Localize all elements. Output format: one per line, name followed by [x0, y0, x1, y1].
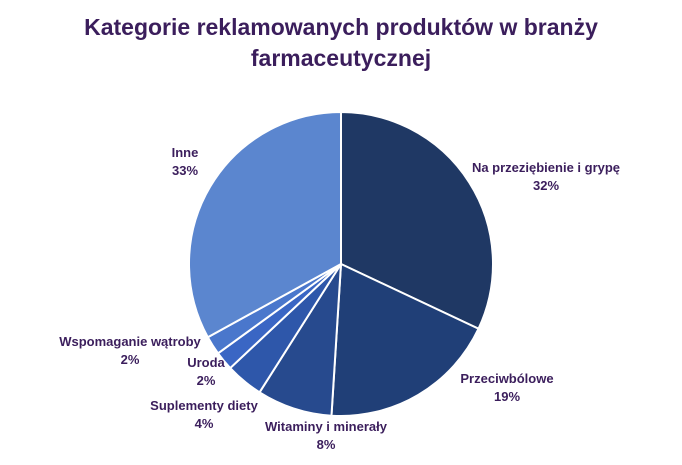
slice-value-przeciwbolowe: 19%	[494, 389, 520, 404]
pie-slice-inne	[188, 110, 342, 339]
pie-slice-na-przeziebienie-i-grype	[340, 110, 494, 331]
slice-label-uroda: Uroda	[187, 355, 225, 370]
slice-label-na-przeziebienie-i-grype: Na przeziębienie i grypę	[472, 160, 620, 175]
pie-slices	[188, 110, 494, 417]
slice-label-przeciwbolowe: Przeciwbólowe	[460, 371, 553, 386]
slice-value-suplementy-diety: 4%	[195, 416, 214, 431]
slice-value-wspomaganie-watroby: 2%	[121, 352, 140, 367]
pie-labels: Na przeziębienie i grypę 32% Przeciwbólowe…	[59, 145, 620, 452]
pie-slice-przeciwbolowe	[330, 262, 480, 417]
slice-value-na-przeziebienie-i-grype: 32%	[533, 178, 559, 193]
slice-label-suplementy-diety: Suplementy diety	[150, 398, 258, 413]
slice-value-uroda: 2%	[197, 373, 216, 388]
chart-title-line-1: Kategorie reklamowanych produktów w bran…	[84, 14, 598, 40]
slice-label-witaminy-i-mineraly: Witaminy i minerały	[265, 419, 388, 434]
slice-value-inne: 33%	[172, 163, 198, 178]
slice-label-inne: Inne	[172, 145, 199, 160]
slice-value-witaminy-i-mineraly: 8%	[317, 437, 336, 452]
slice-label-wspomaganie-watroby: Wspomaganie wątroby	[59, 334, 201, 349]
chart-title-line-2: farmaceutycznej	[251, 45, 431, 71]
